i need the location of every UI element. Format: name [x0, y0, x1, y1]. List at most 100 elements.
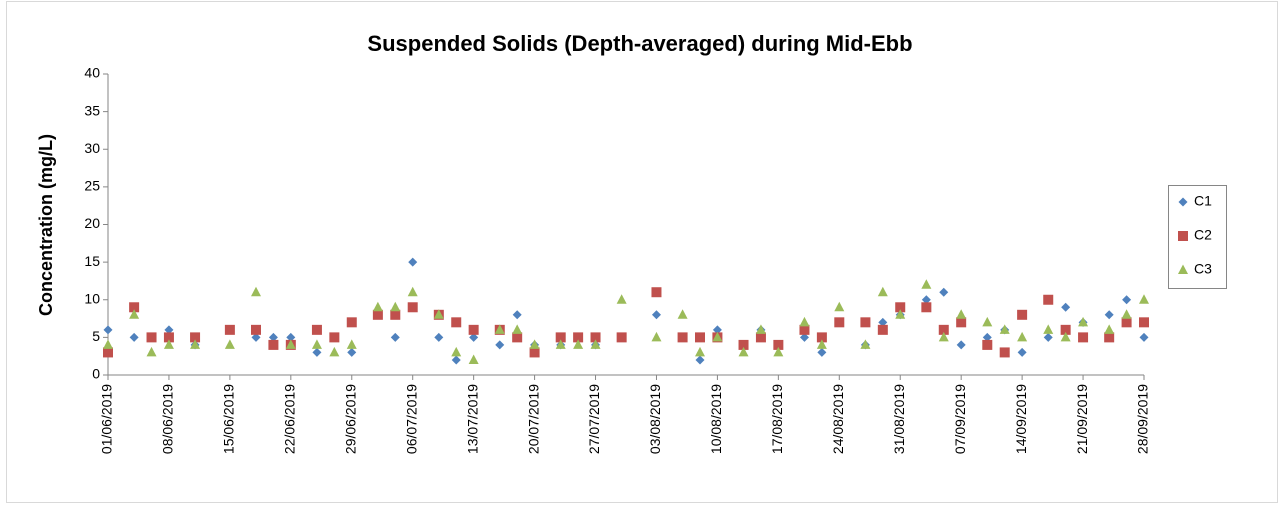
x-tick-label: 15/06/2019 [221, 384, 237, 454]
x-tick-label: 07/09/2019 [952, 384, 968, 454]
y-tick-label: 40 [84, 65, 100, 81]
chart-title: Suspended Solids (Depth-averaged) during… [367, 31, 912, 56]
point [695, 355, 705, 365]
point [286, 332, 296, 342]
point [372, 309, 383, 320]
point [1060, 331, 1071, 342]
point [451, 346, 462, 357]
point [939, 287, 949, 297]
x-tick-label: 31/08/2019 [891, 384, 907, 454]
point [434, 332, 444, 342]
x-tick-label: 20/07/2019 [525, 384, 541, 454]
point [1043, 332, 1053, 342]
point [573, 339, 584, 349]
point [1121, 317, 1132, 328]
point [346, 317, 357, 328]
point [529, 339, 540, 349]
point [738, 346, 749, 357]
point [347, 347, 357, 357]
y-tick-label: 35 [84, 102, 100, 118]
point [1061, 302, 1071, 312]
point [555, 339, 566, 349]
legend-marker [1178, 231, 1188, 241]
point [921, 302, 932, 313]
x-tick-label: 22/06/2019 [282, 384, 298, 454]
point [799, 316, 810, 327]
x-tick-label: 14/09/2019 [1013, 384, 1029, 454]
legend-marker [1178, 264, 1188, 274]
point [311, 324, 322, 335]
x-tick-label: 06/07/2019 [403, 384, 419, 454]
point [590, 332, 601, 343]
x-tick-label: 08/06/2019 [160, 384, 176, 454]
x-tick-label: 24/08/2019 [830, 384, 846, 454]
point [1104, 324, 1115, 334]
point [1122, 295, 1132, 305]
point [329, 346, 340, 357]
point [329, 332, 340, 343]
point [433, 309, 444, 319]
legend-marker [1178, 197, 1188, 207]
y-tick-label: 15 [84, 253, 100, 269]
point [224, 324, 235, 335]
point [938, 331, 949, 342]
y-axis-label: Concentration (mg/L) [36, 134, 56, 316]
legend-label: C2 [1194, 227, 1212, 243]
chart-border [6, 1, 1278, 503]
point [1078, 332, 1089, 343]
point [469, 332, 479, 342]
point [616, 332, 627, 343]
point [695, 332, 705, 343]
point [346, 339, 357, 349]
point [1017, 331, 1028, 342]
point [1017, 309, 1028, 320]
point [651, 287, 662, 298]
point [103, 325, 113, 335]
y-tick-label: 5 [92, 328, 100, 344]
y-tick-label: 10 [84, 290, 100, 306]
x-tick-label: 17/08/2019 [769, 384, 785, 454]
y-tick-label: 0 [92, 366, 100, 382]
point [755, 324, 766, 334]
point [1139, 332, 1149, 342]
point [677, 309, 688, 319]
point [1139, 294, 1149, 304]
point [651, 331, 662, 342]
point [1104, 310, 1114, 320]
y-tick-label: 20 [84, 215, 100, 231]
point [755, 332, 766, 343]
point [407, 302, 418, 313]
point [1017, 347, 1027, 357]
point [285, 339, 296, 349]
point [311, 339, 322, 349]
legend-label: C1 [1194, 193, 1212, 209]
point [190, 339, 201, 349]
point [129, 302, 140, 313]
point [1104, 332, 1115, 343]
point [129, 309, 140, 319]
point [1043, 294, 1054, 305]
point [895, 302, 906, 313]
point [712, 325, 722, 335]
y-tick-label: 30 [84, 140, 100, 156]
y-tick-label: 25 [84, 178, 100, 194]
point [146, 332, 157, 343]
point [1060, 324, 1071, 335]
point [190, 332, 201, 343]
point [407, 286, 418, 297]
point [372, 301, 383, 312]
point [164, 325, 174, 335]
point [921, 295, 931, 305]
point [103, 339, 113, 349]
point [860, 339, 871, 349]
point [773, 339, 784, 350]
point [1043, 324, 1054, 334]
point [999, 347, 1010, 358]
point [590, 339, 601, 349]
point [512, 324, 523, 334]
point [129, 332, 139, 342]
point [799, 324, 810, 335]
point [738, 339, 749, 350]
point [268, 339, 279, 350]
point [999, 324, 1010, 334]
